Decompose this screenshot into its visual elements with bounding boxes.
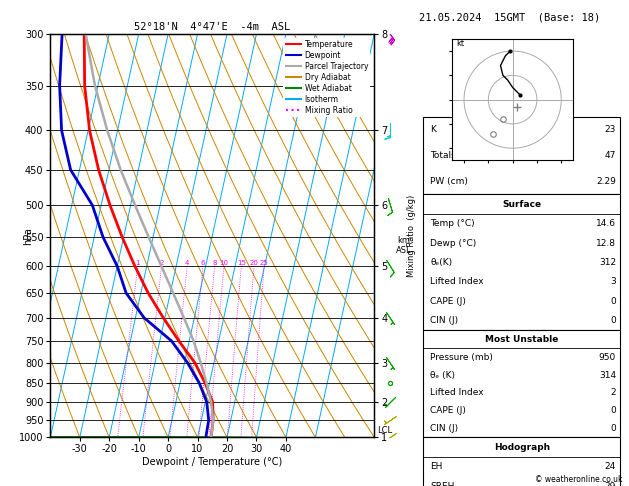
Text: Most Unstable: Most Unstable — [485, 335, 559, 344]
Text: 312: 312 — [599, 258, 616, 267]
Text: 23: 23 — [604, 125, 616, 134]
Text: SREH: SREH — [430, 482, 455, 486]
Text: Surface: Surface — [503, 200, 542, 208]
Text: 15: 15 — [237, 260, 246, 266]
Text: K: K — [430, 125, 436, 134]
Legend: Temperature, Dewpoint, Parcel Trajectory, Dry Adiabat, Wet Adiabat, Isotherm, Mi: Temperature, Dewpoint, Parcel Trajectory… — [283, 38, 370, 117]
Y-axis label: km
ASL: km ASL — [396, 236, 412, 255]
Text: kt: kt — [457, 39, 465, 48]
Text: Lifted Index: Lifted Index — [430, 278, 484, 286]
Text: 1: 1 — [135, 260, 140, 266]
Text: CIN (J): CIN (J) — [430, 316, 459, 325]
Text: hPa: hPa — [23, 227, 33, 244]
Text: 314: 314 — [599, 370, 616, 380]
Text: CIN (J): CIN (J) — [430, 424, 459, 433]
Text: Pressure (mb): Pressure (mb) — [430, 353, 493, 362]
Text: 2.29: 2.29 — [596, 177, 616, 186]
Text: 24: 24 — [604, 462, 616, 471]
X-axis label: Dewpoint / Temperature (°C): Dewpoint / Temperature (°C) — [142, 457, 282, 467]
Text: Totals Totala: Totals Totala — [430, 151, 486, 160]
Text: Mixing Ratio  (g/kg): Mixing Ratio (g/kg) — [408, 194, 416, 277]
Text: 0: 0 — [610, 297, 616, 306]
Text: 2: 2 — [159, 260, 164, 266]
Text: LCL: LCL — [377, 426, 392, 435]
Text: 25: 25 — [260, 260, 269, 266]
Text: 0: 0 — [610, 424, 616, 433]
Bar — [423, 194, 620, 330]
Text: 6: 6 — [201, 260, 205, 266]
Text: EH: EH — [430, 462, 443, 471]
Text: CAPE (J): CAPE (J) — [430, 406, 466, 415]
Bar — [423, 330, 620, 437]
Text: Temp (°C): Temp (°C) — [430, 219, 475, 228]
Text: θₑ (K): θₑ (K) — [430, 370, 455, 380]
Text: 12.8: 12.8 — [596, 239, 616, 247]
Text: 21.05.2024  15GMT  (Base: 18): 21.05.2024 15GMT (Base: 18) — [419, 12, 600, 22]
Bar — [423, 437, 620, 486]
Text: 20: 20 — [250, 260, 259, 266]
Text: θₑ(K): θₑ(K) — [430, 258, 452, 267]
Text: Hodograph: Hodograph — [494, 443, 550, 451]
Text: 10: 10 — [220, 260, 228, 266]
Text: Dewp (°C): Dewp (°C) — [430, 239, 477, 247]
Text: PW (cm): PW (cm) — [430, 177, 468, 186]
Text: 29: 29 — [604, 482, 616, 486]
Text: 0: 0 — [610, 316, 616, 325]
Title: 52°18'N  4°47'E  -4m  ASL: 52°18'N 4°47'E -4m ASL — [134, 22, 291, 32]
Text: 8: 8 — [213, 260, 217, 266]
Text: © weatheronline.co.uk: © weatheronline.co.uk — [535, 474, 623, 484]
Text: 3: 3 — [610, 278, 616, 286]
Text: 950: 950 — [599, 353, 616, 362]
Text: 4: 4 — [185, 260, 189, 266]
Text: CAPE (J): CAPE (J) — [430, 297, 466, 306]
Bar — [423, 117, 620, 194]
Text: 0: 0 — [610, 406, 616, 415]
Text: Lifted Index: Lifted Index — [430, 388, 484, 398]
Text: 47: 47 — [604, 151, 616, 160]
Text: 14.6: 14.6 — [596, 219, 616, 228]
Text: 2: 2 — [610, 388, 616, 398]
